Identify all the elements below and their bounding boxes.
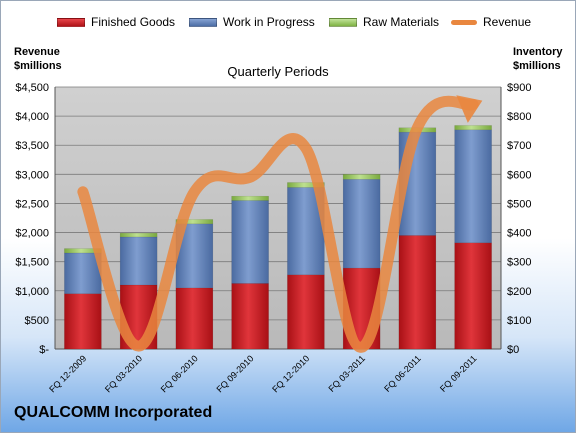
y-right-tick-label: $100 bbox=[507, 315, 531, 327]
chart-title: Quarterly Periods bbox=[227, 64, 329, 79]
y-axis-left-label: Revenue $millions bbox=[14, 46, 62, 72]
y-right-tick-label: $700 bbox=[507, 140, 531, 152]
revenue-arrowhead bbox=[456, 95, 483, 123]
legend-swatch-raw-materials bbox=[329, 17, 357, 27]
legend-finished-goods: Finished Goods bbox=[57, 15, 175, 29]
y-left-tick-label: $2,500 bbox=[15, 198, 49, 210]
legend-revenue: Revenue bbox=[451, 15, 531, 29]
bar-finished-goods bbox=[175, 287, 214, 350]
legend-swatch-work-in-progress bbox=[189, 17, 217, 27]
y-right-tick-label: $500 bbox=[507, 198, 531, 210]
y-left-tick-label: $1,500 bbox=[15, 257, 49, 269]
x-tick-label: FQ 03-2010 bbox=[103, 353, 144, 394]
revenue-line bbox=[77, 95, 479, 353]
legend-label-work-in-progress: Work in Progress bbox=[223, 15, 315, 29]
bar-raw-materials bbox=[454, 125, 492, 131]
bar-work-in-progress bbox=[454, 129, 492, 243]
legend-label-raw-materials: Raw Materials bbox=[363, 15, 440, 29]
legend-label-finished-goods: Finished Goods bbox=[91, 15, 176, 29]
bar-raw-materials bbox=[342, 174, 381, 180]
y-left-tick-label: $500 bbox=[25, 315, 49, 327]
bar-finished-goods bbox=[454, 242, 492, 350]
y-right-tick-label: $800 bbox=[507, 111, 531, 123]
legend-raw-materials: Raw Materials bbox=[329, 15, 439, 29]
x-tick-label: FQ 09-2010 bbox=[215, 353, 256, 394]
x-tick-label: FQ 09-2011 bbox=[438, 353, 479, 394]
bar-work-in-progress bbox=[231, 200, 269, 284]
legend-swatch-revenue bbox=[451, 19, 477, 25]
bar-raw-materials bbox=[287, 182, 325, 188]
bar-finished-goods bbox=[64, 293, 102, 350]
bar-finished-goods bbox=[287, 274, 325, 350]
y-left-tick-label: $2,000 bbox=[15, 228, 49, 240]
y-right-tick-label: $0 bbox=[507, 344, 519, 356]
y-right-tick-label: $300 bbox=[507, 257, 531, 269]
bar-finished-goods bbox=[398, 235, 437, 350]
y-left-tick-label: $3,500 bbox=[15, 140, 49, 152]
legend-swatch-finished-goods bbox=[57, 17, 85, 27]
bar-finished-goods bbox=[231, 283, 269, 350]
legend-label-revenue: Revenue bbox=[483, 15, 532, 29]
bar-raw-materials bbox=[231, 195, 269, 201]
company-name: QUALCOMM Incorporated bbox=[14, 404, 213, 421]
y-left-tick-label: $- bbox=[39, 344, 49, 356]
x-tick-label: FQ 12-2009 bbox=[47, 353, 88, 394]
bar-work-in-progress bbox=[119, 236, 158, 286]
y-left-tick-label: $4,000 bbox=[15, 111, 49, 123]
y-left-tick-label: $1,000 bbox=[15, 286, 49, 298]
y-left-tick-label: $4,500 bbox=[15, 82, 49, 94]
bar-raw-materials bbox=[175, 219, 214, 225]
legend-work-in-progress: Work in Progress bbox=[189, 15, 315, 29]
bar-work-in-progress bbox=[64, 252, 102, 294]
x-tick-label: FQ 06-2010 bbox=[159, 353, 200, 394]
y-right-tick-label: $900 bbox=[507, 82, 531, 94]
bar-raw-materials bbox=[119, 232, 158, 238]
y-right-tick-label: $400 bbox=[507, 228, 531, 240]
y-left-tick-label: $3,000 bbox=[15, 169, 49, 181]
y-right-tick-label: $200 bbox=[507, 286, 531, 298]
x-tick-label: FQ 12-2010 bbox=[270, 353, 311, 394]
x-tick-label: FQ 06-2011 bbox=[382, 353, 423, 394]
x-tick-label: FQ 03-2011 bbox=[326, 353, 367, 394]
y-axis-right-label: Inventory $millions bbox=[513, 46, 563, 72]
bar-work-in-progress bbox=[342, 179, 381, 269]
y-right-tick-label: $600 bbox=[507, 169, 531, 181]
